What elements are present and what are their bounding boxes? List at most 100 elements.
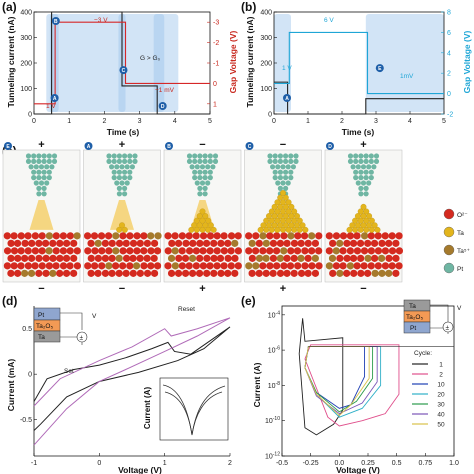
frame-bottom-polarity: − [38,283,44,295]
oxygen-atom [297,239,305,247]
oxygen-atom [153,262,162,270]
oxygen-atom [122,269,130,277]
oxygen-atom [171,232,179,240]
x-tick-label: 3 [374,118,378,125]
x-tick-label: 1 [306,118,310,125]
oxygen-atom [52,247,60,255]
step-badge-C [119,66,128,75]
oxygen-atom [24,262,32,270]
y-tick-label: 10-8 [268,381,280,390]
oxygen-atom [385,254,393,262]
pt-atom [36,153,42,159]
oxygen-atom [38,232,46,240]
pt-atom [373,158,380,164]
oxygen-atom [132,262,141,270]
oxygen-atom [315,232,323,240]
pt-atom [28,164,34,170]
y-tick-label: 400 [20,10,32,17]
oxygen-atom [56,269,64,277]
oxygen-atom [3,232,11,240]
pt-atom [360,164,367,170]
pt-atom [122,153,128,159]
oxygen-atom [283,269,291,277]
oxygen-atom [27,269,36,277]
ta-atom [202,213,209,219]
oxygen-atom [332,247,340,255]
panel-d-plot: -1 0 1 2 -0.5 0 0.5 [20,306,232,467]
oxygen-atom [234,232,242,240]
frame-step-label: B [167,144,171,150]
oxygen-atom [147,262,155,270]
oxygen-atom [213,262,221,270]
oxygen-atom [38,247,46,255]
oxygen-atom [3,247,12,255]
oxygen-atom [280,232,288,240]
oxygen-atom [7,254,15,262]
x-tick-label: 0 [32,118,36,125]
oxygen-atom [136,239,144,247]
step-badge-label-B: B [54,19,58,25]
pt-atom [373,153,380,159]
oxygen-atom [112,232,120,240]
oxygen-atom [42,269,50,277]
oxygen-atom [62,254,71,262]
oxygen-atom [171,262,179,270]
oxygen-atom [374,262,382,270]
oxygen-atom [192,232,200,240]
pt-atom [132,153,138,159]
oxygen-atom [262,254,270,262]
frame-C: C − + [244,139,323,295]
ta-atom [119,222,125,229]
oxygen-atom [304,239,312,247]
legend-swatch [443,208,455,220]
oxygen-atom [224,269,232,277]
panel-d-ann-reset: Reset [178,306,195,313]
pt-atom [46,175,52,181]
x-tick-label: 4 [173,118,177,125]
oxygen-atom [14,254,22,262]
x-tick-label: 1.0 [449,460,459,467]
pt-atom [116,191,122,197]
oxygen-atom [105,247,113,255]
pt-atom [31,153,37,159]
oxygen-atom [108,254,116,262]
pt-atom [51,153,58,159]
frame-bottom-polarity: + [280,283,286,295]
frame-E: E + − [2,139,82,295]
step-badge-A [283,94,291,102]
oxygen-atom [210,239,218,247]
oxygen-atom [56,254,64,262]
panel-d-inset-ylabel: Current (A) [143,387,152,430]
pt-atom [283,158,289,164]
voltage-trace [34,21,210,105]
oxygen-atom [56,239,64,247]
oxygen-atom [290,239,299,247]
oxygen-atom [35,254,43,262]
panel-d-device-schematic: Pt Ta₂O₅ Ta ± V [33,307,97,345]
oxygen-atom [140,262,148,270]
pt-atom [368,175,374,181]
x-tick-label: 4 [408,118,412,125]
x-tick-label: -0.5 [276,460,288,467]
oxygen-atom [181,254,190,262]
legend-label: 40 [437,412,445,419]
pt-atom [355,180,361,186]
e-voltage-source-icon [442,321,454,333]
pt-atom [116,153,122,159]
oxygen-atom [70,269,78,277]
oxygen-atom [24,232,32,240]
pt-atom [192,169,198,175]
oxygen-atom [196,239,204,247]
pt-atom [277,185,283,191]
pt-atom [212,153,219,159]
step-badge-A [50,94,59,102]
oxygen-atom [304,269,312,277]
pt-atom [363,153,369,159]
oxygen-atom [377,254,386,262]
oxygen-atom [216,254,225,262]
legend-swatch [443,226,455,238]
oxygen-atom [126,232,134,240]
oxygen-atom [220,262,228,270]
oxygen-atom [217,239,225,247]
time-region-B [49,14,126,112]
